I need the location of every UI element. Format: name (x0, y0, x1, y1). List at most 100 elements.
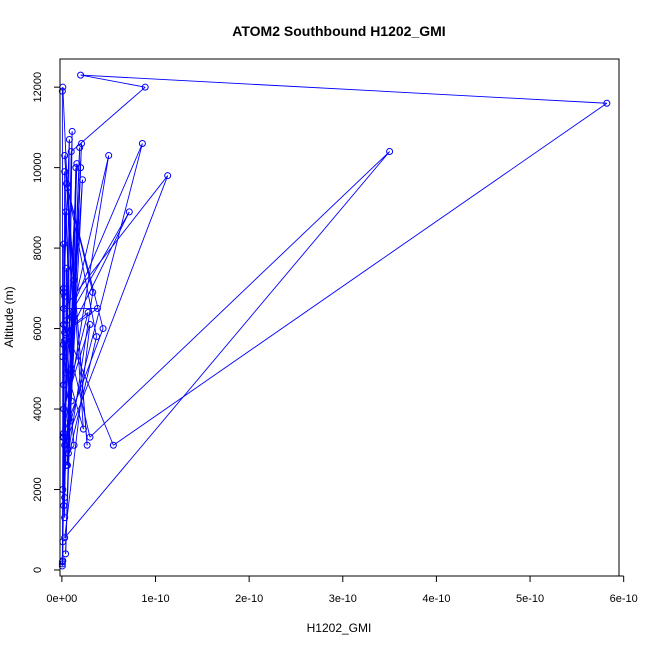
data-point (141, 83, 149, 91)
series-segment (64, 151, 390, 539)
y-axis: 0 2000 4000 6000 8000 10000 12000 (32, 72, 61, 573)
data-point (69, 312, 77, 320)
data-point (109, 441, 117, 449)
series-segment (63, 312, 89, 410)
series-segment (63, 324, 91, 410)
x-tick-label: 3e-10 (329, 593, 357, 605)
series-segment (67, 187, 97, 337)
data-point (89, 288, 97, 296)
chart-title: ATOM2 Southbound H1202_GMI (232, 23, 445, 39)
data-point (63, 184, 71, 192)
data-point (70, 276, 78, 284)
data-point (62, 337, 70, 345)
data-point (64, 449, 72, 457)
series-segment (66, 143, 143, 321)
data-point (73, 160, 81, 168)
data-point (84, 308, 92, 316)
data-point (67, 148, 75, 156)
data-point (61, 292, 69, 300)
series-segment (89, 151, 390, 438)
y-tick-label: 4000 (32, 397, 44, 421)
data-point (78, 139, 86, 147)
data-point (60, 381, 68, 389)
y-tick-label: 0 (32, 567, 44, 573)
x-axis: 0e+00 1e-10 2e-10 3e-10 4e-10 5e-10 6e-10 (46, 575, 638, 605)
data-point (58, 562, 66, 570)
data-point (77, 71, 85, 79)
data-point (60, 304, 68, 312)
data-point (138, 139, 146, 147)
series-segment (64, 324, 91, 538)
data-point (62, 369, 70, 377)
data-point (78, 176, 86, 184)
series-segment (66, 292, 94, 466)
y-tick-label: 10000 (32, 152, 44, 183)
data-point (61, 534, 69, 542)
data-point (68, 127, 76, 135)
data-point (63, 180, 71, 188)
data-point (72, 164, 80, 172)
y-tick-label: 2000 (32, 477, 44, 501)
y-axis-label: Altitude (m) (2, 286, 16, 347)
series-segment (72, 179, 83, 317)
plot-area (58, 71, 611, 570)
data-point (77, 164, 85, 172)
series-segment (64, 308, 98, 333)
data-point (105, 152, 113, 160)
series-segment (63, 324, 114, 446)
data-point (76, 144, 84, 152)
series-segment (63, 155, 110, 434)
data-point (63, 461, 71, 469)
series-segment (113, 102, 608, 446)
data-point (67, 365, 75, 373)
data-point (58, 560, 66, 568)
data-point (63, 264, 71, 272)
series-segment (64, 312, 89, 333)
data-point (60, 429, 68, 437)
series-segment (65, 211, 130, 341)
data-point (60, 341, 68, 349)
x-tick-label: 1e-10 (141, 593, 169, 605)
data-point (67, 397, 75, 405)
data-point (61, 494, 69, 502)
data-point (58, 87, 66, 95)
data-point (60, 240, 68, 248)
y-tick-label: 8000 (32, 236, 44, 260)
series-segment (63, 175, 169, 309)
series-segment (80, 74, 146, 88)
data-point (93, 304, 101, 312)
series-segment (64, 143, 143, 446)
y-tick-label: 12000 (32, 72, 44, 103)
data-point (66, 417, 74, 425)
x-tick-label: 2e-10 (235, 593, 263, 605)
data-point (386, 148, 394, 156)
data-point (603, 99, 611, 107)
data-point (83, 441, 91, 449)
series-segment (63, 324, 91, 438)
data-point (60, 405, 68, 413)
data-point (61, 152, 69, 160)
series-segment (62, 151, 72, 542)
data-point (61, 329, 69, 337)
data-point (70, 441, 78, 449)
series-segment (80, 74, 607, 104)
data-point (60, 284, 68, 292)
data-point (62, 550, 70, 558)
data-point (62, 208, 70, 216)
data-point (79, 425, 87, 433)
data-point (60, 288, 68, 296)
data-point (61, 441, 69, 449)
x-tick-label: 6e-10 (610, 593, 638, 605)
data-point (99, 325, 107, 333)
series-segment (64, 175, 169, 446)
data-point (61, 168, 69, 176)
x-tick-label: 5e-10 (516, 593, 544, 605)
data-point (61, 514, 69, 522)
data-point (93, 333, 101, 341)
x-tick-label: 0e+00 (46, 593, 77, 605)
x-tick-label: 4e-10 (422, 593, 450, 605)
data-point (60, 321, 68, 329)
data-point (86, 321, 94, 329)
